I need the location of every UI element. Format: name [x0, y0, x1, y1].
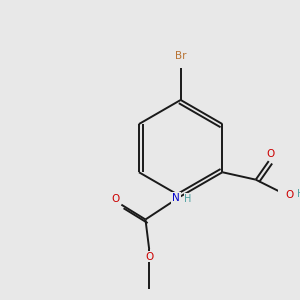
Text: H: H: [184, 194, 192, 204]
Text: N: N: [172, 193, 180, 203]
Text: H: H: [296, 190, 300, 200]
Text: O: O: [112, 194, 120, 204]
Text: O: O: [266, 149, 275, 159]
Text: O: O: [145, 251, 153, 262]
Text: Br: Br: [175, 51, 186, 62]
Text: O: O: [285, 190, 294, 200]
